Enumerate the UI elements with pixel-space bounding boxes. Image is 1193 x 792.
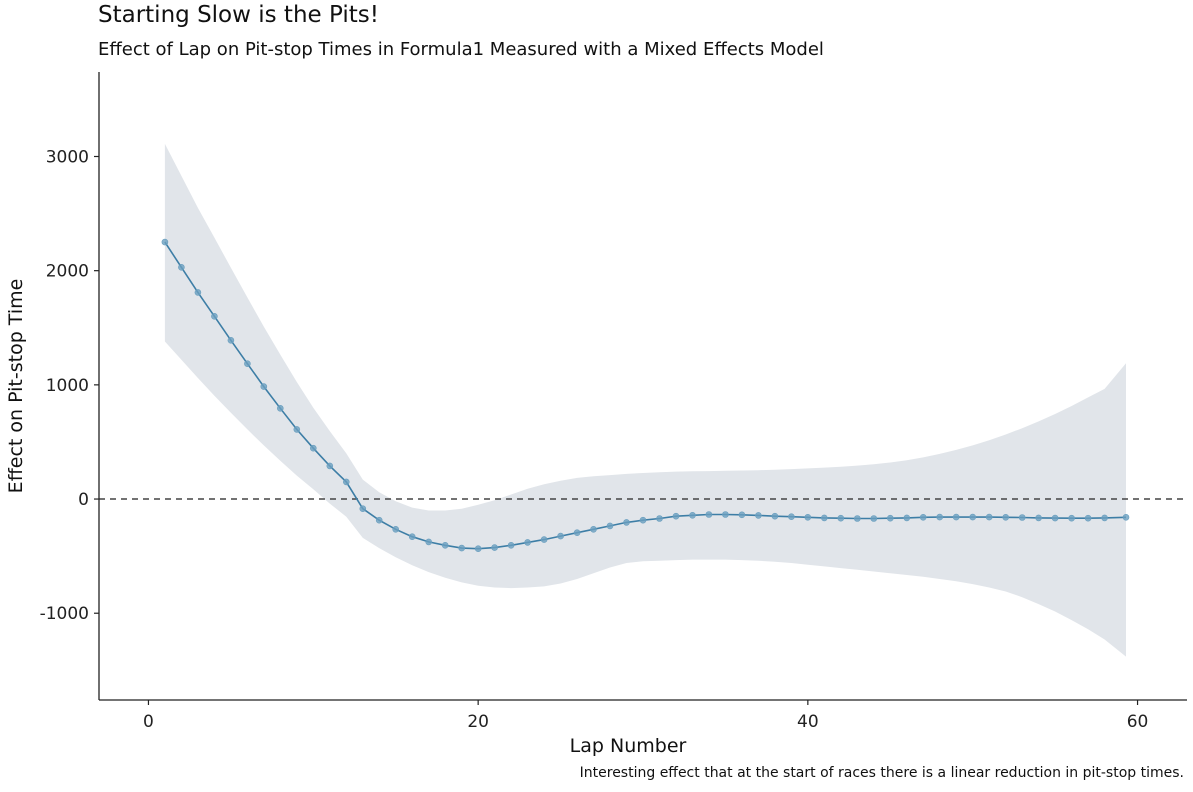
data-point	[507, 541, 515, 549]
plot-area	[99, 143, 1187, 657]
data-point	[211, 312, 218, 320]
y-tick-label: 3000	[46, 147, 89, 167]
data-point	[425, 538, 433, 546]
data-point	[1101, 514, 1108, 522]
y-tick-label: 2000	[46, 262, 89, 282]
data-point	[326, 462, 334, 470]
data-point	[359, 505, 367, 513]
data-point	[540, 536, 548, 543]
x-tick-label: 0	[143, 712, 154, 732]
data-point	[919, 513, 927, 521]
data-point	[804, 513, 812, 521]
y-tick-label: 0	[78, 490, 89, 510]
x-tick-label: 60	[1127, 712, 1149, 732]
data-point	[903, 514, 911, 522]
data-point	[293, 426, 301, 433]
data-point	[408, 533, 416, 541]
data-point	[178, 263, 185, 271]
data-point	[1122, 513, 1130, 521]
data-point	[755, 512, 762, 519]
x-tick-label: 20	[467, 712, 489, 732]
data-point	[1035, 514, 1042, 522]
data-point	[606, 522, 614, 530]
data-point	[705, 511, 713, 518]
data-point	[672, 512, 680, 520]
confidence-ribbon	[164, 143, 1126, 657]
data-point	[573, 529, 581, 537]
data-point	[1002, 513, 1010, 521]
data-point	[837, 514, 845, 522]
data-point	[985, 513, 993, 521]
data-point	[1051, 514, 1059, 522]
data-point	[820, 514, 828, 522]
data-point	[375, 516, 383, 524]
data-point	[788, 513, 795, 521]
data-point	[458, 544, 466, 552]
chart-subtitle: Effect of Lap on Pit-stop Times in Formu…	[98, 39, 824, 60]
data-point	[276, 404, 284, 412]
x-tick-label: 40	[797, 712, 819, 732]
chart-caption: Interesting effect that at the start of …	[579, 765, 1184, 781]
axis-ticks: 0 20 40 60 -1000 0 1000 2000 3000	[40, 147, 1149, 732]
data-point	[886, 514, 894, 522]
data-point	[1084, 514, 1092, 522]
data-point	[161, 238, 169, 246]
data-point	[244, 360, 251, 368]
data-point	[870, 515, 878, 522]
data-point	[194, 289, 202, 296]
y-tick-label: 1000	[46, 376, 89, 396]
data-point	[936, 513, 944, 521]
data-point	[441, 541, 449, 549]
data-point	[557, 532, 564, 540]
chart-title: Starting Slow is the Pits!	[98, 2, 379, 28]
data-point	[590, 525, 597, 533]
data-point	[491, 544, 498, 551]
y-axis-title: Effect on Pit-stop Time	[5, 279, 27, 494]
data-point	[952, 513, 960, 521]
data-point	[623, 519, 630, 526]
data-point	[771, 512, 779, 520]
y-tick-label: -1000	[40, 604, 89, 624]
data-point	[309, 444, 317, 452]
data-point	[969, 513, 977, 521]
data-point	[227, 336, 235, 344]
data-point	[342, 478, 350, 486]
data-point	[260, 383, 268, 390]
data-point	[656, 515, 663, 522]
data-point	[1018, 514, 1026, 521]
data-point	[853, 515, 861, 522]
data-point	[689, 511, 696, 519]
data-point	[738, 511, 746, 519]
data-point	[474, 545, 482, 553]
data-point	[1068, 514, 1075, 522]
data-point	[524, 539, 531, 546]
x-axis-title: Lap Number	[570, 735, 687, 757]
data-point	[392, 525, 400, 533]
data-point	[722, 511, 729, 518]
data-point	[639, 516, 647, 524]
